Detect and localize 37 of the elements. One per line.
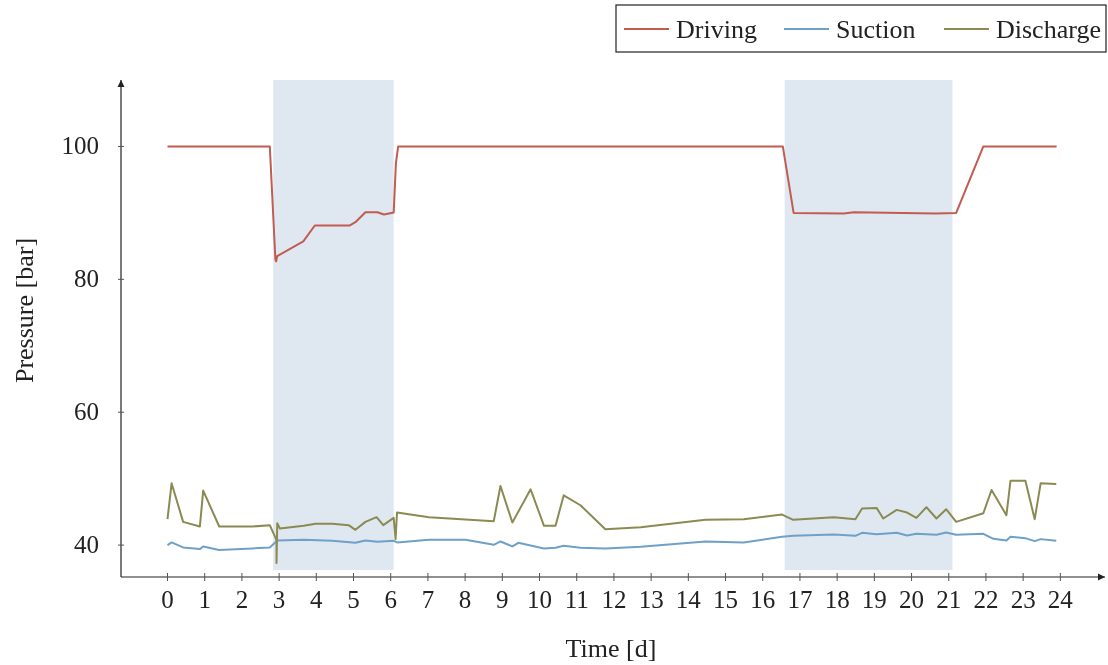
x-tick-label: 5 [347,586,360,613]
x-tick-label: 16 [750,586,776,613]
x-tick-label: 24 [1047,586,1074,613]
x-tick-label: 15 [713,586,739,613]
x-tick-label: 11 [564,586,589,613]
y-tick-label: 100 [61,132,99,160]
x-tick-label: 6 [384,586,397,613]
y-axis-title: Pressure [bar] [10,237,39,384]
y-tick-label: 80 [74,265,99,293]
x-tick-label: 3 [272,586,286,613]
x-tick-label: 21 [936,586,962,613]
x-tick-label: 20 [899,586,925,613]
x-tick-label: 8 [458,586,472,613]
line-series [166,479,1058,565]
x-tick-label: 12 [601,586,627,613]
x-tick-label: 17 [787,586,813,613]
x-tick-label: 22 [973,586,999,613]
x-tick-label: 4 [310,586,324,613]
x-tick-label: 7 [421,586,435,613]
legend-label: Driving [676,15,757,44]
y-tick-label: 40 [74,531,99,559]
y-tick-label: 60 [74,398,99,426]
x-tick-label: 9 [496,586,509,613]
x-tick-label: 18 [824,586,850,613]
legend-label: Discharge [996,15,1101,44]
x-tick-label: 10 [527,586,553,613]
x-tick-label: 0 [161,586,174,613]
line-series [166,145,1058,263]
legend-label: Suction [836,15,916,44]
x-tick-label: 1 [198,586,211,613]
x-tick-label: 14 [675,586,702,613]
x-tick-label: 2 [235,586,249,613]
line-series [166,531,1058,552]
x-tick-label: 23 [1010,586,1036,613]
x-tick-label: 19 [861,586,887,613]
x-axis-title: Time [d] [565,634,657,663]
x-tick-label: 13 [638,586,664,613]
